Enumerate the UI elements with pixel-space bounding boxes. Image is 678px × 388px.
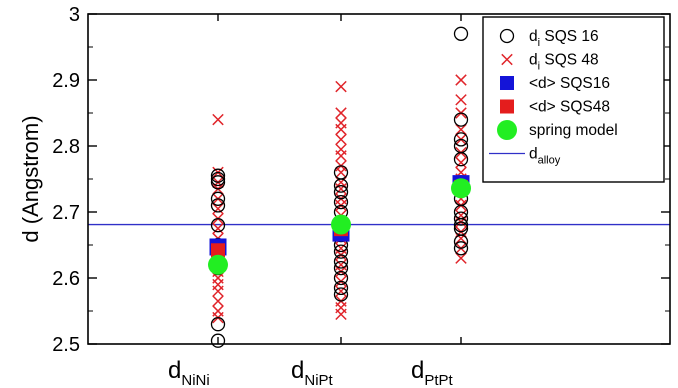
data-point [212, 305, 224, 317]
y-tick-label: 3 [69, 4, 80, 26]
y-tick-label: 2.7 [52, 202, 80, 224]
data-point [212, 202, 224, 215]
x-stroke [335, 133, 347, 146]
legend-label: spring model [529, 122, 618, 139]
plot-area [88, 26, 670, 348]
mean-marker [331, 214, 351, 235]
x-category-label: dNiPt [291, 357, 334, 388]
data-point [210, 175, 226, 190]
data-point [333, 165, 349, 180]
data-point [335, 176, 347, 189]
data-point [210, 198, 226, 213]
x-stroke [212, 113, 224, 126]
data-point [453, 241, 469, 256]
data-point [210, 171, 226, 187]
legend-label: <d> SQS48 [529, 99, 610, 116]
x-stroke [335, 80, 347, 93]
data-point [453, 221, 469, 236]
data-point [212, 295, 224, 307]
x-stroke [335, 259, 347, 271]
x-stroke [335, 176, 347, 189]
data-point [212, 222, 224, 235]
x-stroke [212, 222, 224, 235]
data-point [333, 244, 349, 259]
x-stroke [455, 156, 467, 169]
legend-label: <d> SQS16 [529, 75, 610, 92]
data-point [210, 218, 226, 233]
data-point [212, 113, 224, 126]
data-point [455, 123, 467, 136]
legend-marker [500, 76, 514, 90]
legend-label: di SQS 48 [529, 52, 599, 73]
x-stroke [455, 123, 467, 136]
data-point [333, 280, 349, 296]
data-point [333, 260, 349, 276]
x-stroke [501, 53, 513, 66]
data-point [453, 26, 469, 41]
data-point [333, 194, 349, 210]
data-point [453, 138, 469, 154]
data-point [453, 132, 469, 147]
x-stroke [212, 305, 224, 317]
data-point [455, 252, 467, 264]
data-point [455, 156, 467, 169]
legend-marker [500, 99, 514, 114]
x-stroke [212, 202, 224, 215]
legend-marker [501, 53, 513, 66]
y-axis-label: d (Angstrom) [18, 115, 43, 242]
data-point [210, 168, 226, 183]
x-stroke [335, 242, 347, 255]
x-stroke [335, 117, 347, 129]
x-category-label: dNiNi [168, 357, 210, 388]
data-point [210, 333, 226, 348]
data-point [335, 133, 347, 146]
x-stroke [455, 252, 467, 264]
axes: 2.5 2.6 2.7 2.8 2.9 3 d (Angstrom) dNiNi dNiPt dP… [18, 4, 671, 388]
data-point [453, 152, 469, 167]
data-point [335, 80, 347, 93]
x-stroke [335, 143, 347, 156]
mean-marker [211, 243, 225, 258]
data-point [335, 259, 347, 271]
data-point [335, 143, 347, 156]
x-stroke [212, 295, 224, 307]
data-point [453, 112, 469, 127]
data-point [333, 287, 349, 302]
x-stroke [455, 94, 467, 106]
data-point [333, 270, 349, 286]
x-stroke [335, 107, 347, 119]
mean-marker [451, 178, 471, 199]
data-point [335, 285, 347, 297]
data-point [335, 107, 347, 119]
x-stroke [335, 285, 347, 297]
data-point [453, 211, 469, 226]
legend-label: dalloy [529, 146, 561, 167]
legend-label: di SQS 16 [529, 28, 599, 49]
legend-marker [497, 120, 517, 140]
data-point [333, 185, 349, 200]
mean-marker [208, 254, 228, 275]
y-tick-label: 2.5 [52, 334, 80, 356]
data-point [210, 317, 226, 332]
data-point [455, 74, 467, 86]
y-tick-label: 2.8 [52, 136, 80, 158]
y-tick-label: 2.6 [52, 268, 80, 290]
data-point [455, 94, 467, 106]
data-point [455, 209, 467, 222]
x-stroke [455, 74, 467, 86]
data-point [333, 254, 349, 269]
data-point [335, 117, 347, 129]
data-point [335, 242, 347, 255]
legend-marker [499, 28, 515, 44]
x-stroke [455, 209, 467, 222]
legend: di SQS 16 di SQS 48 <d> SQS16 <d> SQS48 spri… [482, 16, 665, 183]
x-category-label: dPtPt [411, 357, 454, 388]
y-tick-label: 2.9 [52, 70, 80, 92]
data-point [210, 191, 226, 206]
